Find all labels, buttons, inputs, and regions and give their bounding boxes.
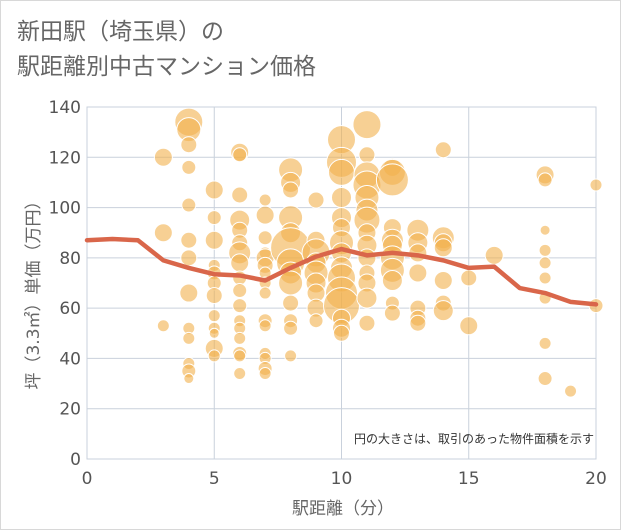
data-bubble [180,136,198,154]
data-bubble [208,327,220,339]
chart-title-line-2: 駅距離別中古マンション価格 [17,54,316,80]
data-bubble [537,172,553,188]
data-bubble [283,320,299,336]
chart-title: 新田駅（埼玉県）の 駅距離別中古マンション価格 [17,15,316,85]
data-bubble [232,298,248,314]
data-bubble [207,349,221,363]
data-bubble [356,287,378,309]
data-bubble [255,205,275,225]
x-tick-label: 15 [458,469,480,489]
data-bubble [230,253,250,273]
data-bubble [282,294,300,312]
data-bubble [538,256,552,270]
data-bubble [358,314,376,332]
y-tick-label: 80 [59,249,81,269]
data-bubble [328,158,355,186]
data-bubble [233,367,247,381]
data-bubble [432,300,454,322]
data-bubble [233,349,247,363]
data-bubble [433,270,453,290]
data-bubble [434,141,452,159]
data-bubble [381,269,403,291]
data-bubble [282,181,300,199]
data-bubble [352,110,382,140]
data-bubble [433,238,453,258]
data-bubble [538,336,552,350]
data-bubble [205,287,223,305]
data-bubble [278,270,304,296]
data-bubble [183,373,195,385]
y-tick-label: 60 [59,299,81,319]
y-tick-label: 20 [59,400,81,420]
y-tick-label: 120 [49,148,81,168]
data-bubble [232,147,248,163]
data-bubble [383,304,401,322]
data-bubble [538,271,552,285]
data-bubble [307,191,325,209]
bubble-size-note: 円の大きさは、取引のあった物件面積を示す [354,431,594,446]
tick-label-layer: 0 20 40 60 80 100 120 140 0 5 10 15 20 [49,98,607,489]
data-bubble [258,367,272,381]
data-bubble [538,243,552,257]
average-price-line [84,236,599,307]
data-bubble [179,283,199,303]
x-tick-label: 0 [82,469,93,489]
y-tick-label: 40 [59,349,81,369]
data-bubble [182,331,196,345]
x-tick-label: 5 [209,469,220,489]
data-bubble [153,223,173,243]
data-bubble [180,249,198,267]
x-axis-label: 駅距離（分） [292,499,394,519]
data-bubble [484,245,504,265]
data-bubble [233,331,247,345]
trend-line-layer [84,236,599,307]
data-bubble [204,180,224,200]
data-bubble [358,146,376,164]
data-bubble [308,313,324,329]
data-bubble [257,230,273,246]
data-bubble [181,197,197,213]
data-bubble [206,210,222,226]
y-tick-label: 140 [49,98,81,118]
data-bubble [258,319,272,333]
data-bubble [409,314,427,332]
y-axis-label: 坪（3.3㎡）単価（万円） [24,192,44,389]
data-bubble [589,178,603,192]
data-bubble [459,316,479,336]
data-bubble [232,283,248,299]
data-bubble [156,319,170,333]
y-tick-label: 100 [49,199,81,219]
chart-title-line-1: 新田駅（埼玉県）の [17,19,224,45]
data-bubble [375,163,409,197]
data-bubble [258,193,272,207]
data-bubble [180,231,198,249]
data-bubble [258,286,272,300]
data-bubble [460,269,478,287]
x-tick-label: 10 [331,469,353,489]
data-bubble [204,230,224,250]
x-tick-label: 20 [585,469,607,489]
data-bubble [181,159,197,175]
data-bubble [564,384,578,398]
data-bubble [153,147,173,167]
data-bubble [331,187,352,209]
data-bubble [537,371,553,387]
y-tick-label: 0 [70,450,81,470]
data-bubble [333,324,350,342]
data-bubble [539,224,551,236]
data-bubble [231,186,249,204]
data-bubble [207,309,221,323]
data-bubble [284,349,298,363]
data-bubble [408,263,428,283]
